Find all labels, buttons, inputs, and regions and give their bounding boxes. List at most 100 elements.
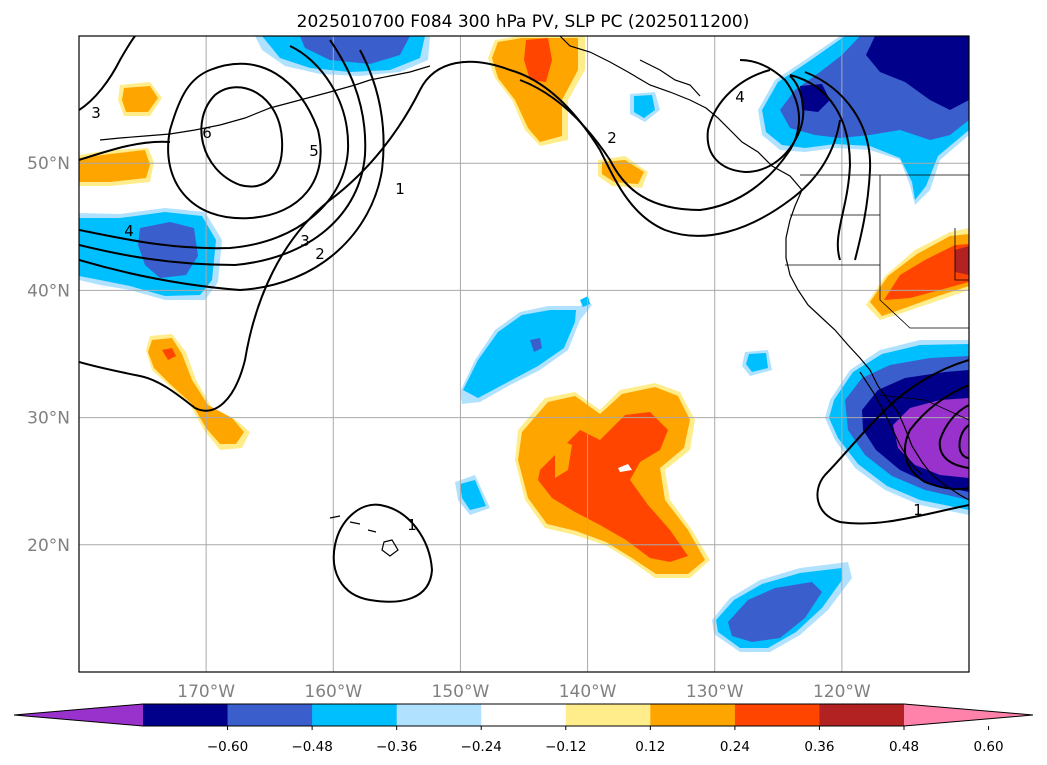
contour-label: 3 (91, 104, 101, 122)
colorbar-tick-label: 0.48 (889, 739, 919, 755)
slp-contour (958, 424, 969, 459)
pv-anomaly-negative (300, 36, 410, 64)
colorbar-segment (227, 704, 313, 726)
pv-anomaly-negative (866, 36, 969, 110)
lon-tick-label: 140°W (559, 682, 617, 702)
lon-tick-label: 170°W (177, 682, 235, 702)
pv-anomaly-positive (884, 244, 969, 300)
lon-tick-label: 150°W (432, 682, 490, 702)
slp-contour (332, 503, 434, 603)
colorbar-segment (481, 704, 567, 726)
slp-contour (904, 384, 969, 491)
pv-shading (79, 36, 969, 652)
contour-label: 4 (735, 88, 745, 106)
pv-anomaly-positive (955, 246, 969, 275)
pv-anomaly-positive (618, 464, 632, 472)
colorbar-segment (565, 704, 651, 726)
hawaii-islands (329, 515, 377, 533)
lat-tick-label: 50°N (27, 154, 70, 174)
colorbar-tick-label: −0.60 (207, 739, 248, 755)
figure-title: 2025010700 F084 300 hPa PV, SLP PC (2025… (297, 12, 750, 32)
slp-contour (79, 60, 841, 412)
contour-label: 6 (202, 124, 212, 142)
contour-label: 2 (315, 245, 325, 263)
pv-anomaly-negative (530, 338, 542, 352)
us-state-borders (785, 175, 969, 329)
colorbar-tick-label: −0.24 (461, 739, 502, 755)
colorbar-segment (312, 704, 398, 726)
colorbar-tick-label: 0.24 (720, 739, 750, 755)
pv-anomaly-negative (728, 582, 822, 642)
contour-label: 2 (607, 129, 617, 147)
pv-anomaly-positive (122, 86, 158, 112)
colorbar-segment (734, 704, 820, 726)
slp-contour (200, 86, 284, 188)
alaska-coast (354, 65, 431, 86)
colorbar-tick-label: 0.12 (635, 739, 665, 755)
north-america-coast (559, 36, 969, 501)
slp-contour (789, 74, 852, 261)
slp-contour (706, 69, 805, 174)
baja-california (859, 371, 923, 476)
pv-anomaly-positive (162, 348, 176, 360)
colorbar-segment (396, 704, 482, 726)
pv-anomaly-positive (538, 412, 688, 562)
slp-contour (519, 59, 801, 212)
lat-tick-label: 20°N (27, 536, 70, 556)
colorbar-segment (143, 704, 229, 726)
slp-contour (804, 71, 872, 171)
political-borders (785, 174, 969, 421)
pv-anomaly-negative (746, 353, 768, 372)
colorbar-extend-low (14, 704, 143, 726)
colorbar-tick-label: −0.36 (376, 739, 417, 755)
colorbar-tick-label: 0.60 (974, 739, 1004, 755)
us-mexico-border (879, 394, 969, 421)
pv-anomaly-negative (463, 310, 576, 398)
pv-anomaly-negative (634, 95, 655, 118)
slp-contour (854, 169, 871, 261)
slp-contour (79, 49, 385, 292)
slp-contour (167, 62, 322, 220)
coastlines (99, 36, 969, 557)
colorbar-tick-label: −0.12 (545, 739, 586, 755)
pv-anomaly-negative (138, 222, 198, 278)
contour-label: 5 (309, 142, 319, 160)
map-gridlines (79, 36, 969, 672)
contour-label: 1 (407, 516, 417, 534)
pv-anomaly-positive (79, 150, 150, 182)
slp-contour (79, 39, 367, 267)
contour-label: 1 (913, 501, 923, 519)
aleutian-islands (99, 84, 356, 141)
slp-contour (79, 36, 136, 111)
colorbar: −0.60 −0.48 −0.36 −0.24 −0.12 0.12 0.24 0.36 0.4… (13, 703, 1034, 755)
map-frame (78, 35, 970, 673)
lon-tick-label: 160°W (304, 682, 362, 702)
lon-tick-labels: 170°W 160°W 150°W 140°W 130°W 120°W (177, 682, 871, 702)
pv-anomaly-positive (524, 38, 552, 82)
contour-label: 3 (300, 232, 310, 250)
map-content: 3 6 5 1 4 3 2 2 4 1 1 (79, 36, 969, 672)
colorbar-segment (819, 704, 905, 726)
colorbar-tick-label: 0.36 (804, 739, 834, 755)
contour-label: 1 (395, 180, 405, 198)
lat-tick-labels: 50°N 40°N 30°N 20°N (27, 154, 70, 556)
lat-tick-label: 40°N (27, 281, 70, 301)
pv-anomaly-positive (492, 38, 578, 142)
contour-labels: 3 6 5 1 4 3 2 2 4 1 1 (91, 88, 923, 534)
pv-anomaly-negative (460, 480, 486, 510)
slp-contour (816, 359, 969, 525)
contour-label: 4 (124, 222, 134, 240)
colorbar-tick-label: −0.48 (291, 739, 332, 755)
slp-contour (938, 404, 969, 469)
lon-tick-label: 120°W (813, 682, 871, 702)
slp-contour (79, 140, 171, 161)
pv-anomaly-positive (555, 440, 572, 478)
lat-tick-label: 30°N (27, 409, 70, 429)
colorbar-extend-high (904, 704, 1033, 726)
colorbar-segment (650, 704, 736, 726)
alaska-panhandle (639, 59, 701, 97)
slp-contours (79, 36, 969, 603)
hawaii-island (381, 539, 399, 557)
lon-tick-label: 130°W (686, 682, 744, 702)
